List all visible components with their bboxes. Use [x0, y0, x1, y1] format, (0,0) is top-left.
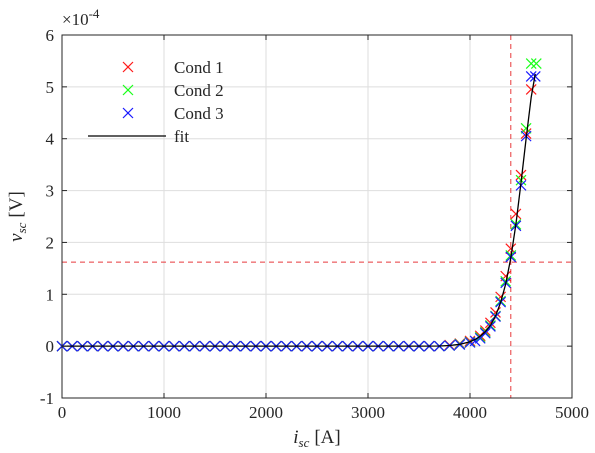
- x-tick-label: 4000: [453, 403, 487, 422]
- legend-label: Cond 1: [174, 58, 224, 77]
- y-tick-label: -1: [40, 389, 54, 408]
- y-tick-label: 4: [46, 130, 55, 149]
- x-tick-label: 1000: [147, 403, 181, 422]
- legend-label: fit: [174, 127, 189, 146]
- y-tick-label: 0: [46, 337, 55, 356]
- y-tick-label: 1: [46, 285, 55, 304]
- x-tick-label: 2000: [249, 403, 283, 422]
- y-tick-label: 2: [46, 233, 55, 252]
- x-tick-label: 3000: [351, 403, 385, 422]
- x-tick-label: 5000: [555, 403, 589, 422]
- y-tick-label: 5: [46, 78, 55, 97]
- y-tick-label: 3: [46, 182, 55, 201]
- x-tick-label: 0: [58, 403, 67, 422]
- y-axis-label: vsc[V]: [6, 191, 29, 242]
- legend-label: Cond 3: [174, 104, 224, 123]
- legend-label: Cond 2: [174, 81, 224, 100]
- y-tick-label: 6: [46, 26, 55, 45]
